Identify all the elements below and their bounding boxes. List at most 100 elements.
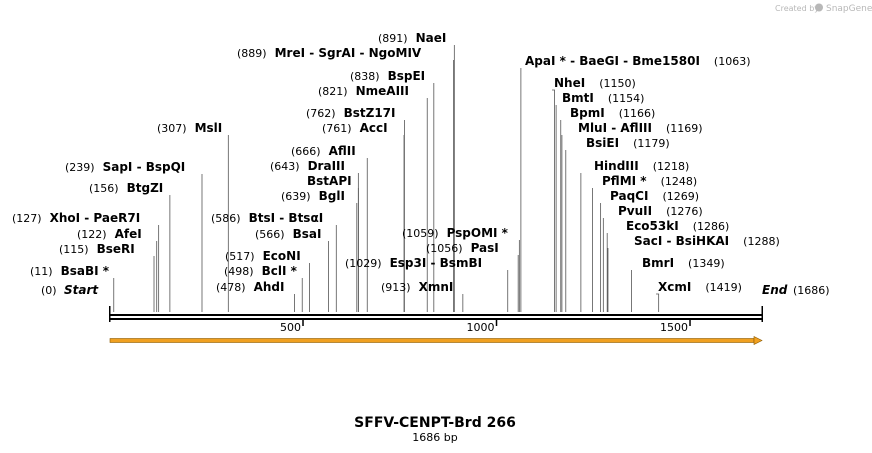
cut-site[interactable]: (307) MslI	[157, 121, 229, 312]
cut-site-name: PasI	[471, 241, 499, 255]
cut-site-position: (762)	[306, 107, 336, 120]
cut-site-position: (498)	[224, 265, 254, 278]
cut-site-position: (838)	[350, 70, 380, 83]
ruler-tick	[495, 320, 498, 326]
cut-site-position: (821)	[318, 85, 348, 98]
cut-site-name: BspEI	[388, 69, 426, 83]
cut-site-position: (115)	[59, 243, 89, 256]
cut-site-name: AfeI	[115, 227, 142, 241]
cut-site[interactable]: (517) EcoNI	[225, 249, 310, 312]
cut-site-position: (586)	[211, 212, 241, 225]
cut-site[interactable]: (1166) BpmI	[560, 106, 656, 312]
backbone-start-cap	[109, 306, 111, 322]
cut-site[interactable]: (11) BsaBI *	[30, 264, 115, 312]
cut-site-name: PflMI *	[602, 174, 647, 188]
feature-arrow-head-icon	[753, 336, 763, 345]
cut-site[interactable]: (498) BclI *	[224, 264, 303, 312]
cut-site[interactable]: (127) XhoI - PaeR7I	[12, 211, 160, 312]
cut-site-position: (1154)	[608, 92, 645, 105]
cut-site-name: BclI *	[262, 264, 298, 278]
cut-site-name: XmnI	[419, 280, 454, 294]
cut-site[interactable]: (639) BglI	[281, 189, 358, 312]
ruler-tick	[302, 320, 304, 326]
cut-site-name: BseRI	[97, 242, 135, 256]
cut-site[interactable]: (1179) BsiEI	[565, 136, 670, 312]
cut-site-name: XhoI - PaeR7I	[50, 211, 141, 225]
cut-site[interactable]: (891) NaeI	[378, 31, 455, 312]
cut-site-name: BglI	[319, 189, 345, 203]
credit-brand: SnapGene	[826, 4, 872, 14]
feature-arrow[interactable]	[109, 336, 763, 345]
cut-site-name: MluI - AflIII	[578, 121, 652, 135]
cut-site-name: BtsI - BtsαI	[249, 211, 324, 225]
cut-site-position: (889)	[237, 47, 267, 60]
cut-site-name: DraIII	[308, 159, 345, 173]
cut-site[interactable]: (1154) BmtI	[555, 91, 645, 312]
cut-site-position: (1169)	[666, 122, 703, 135]
cut-site-position: (639)	[281, 190, 311, 203]
cut-site-name: EcoNI	[263, 249, 301, 263]
cut-site[interactable]: (1419) XcmI	[656, 280, 742, 312]
cut-site[interactable]: (1269) PaqCI	[600, 189, 699, 312]
end-position: (1686)	[793, 284, 830, 297]
cut-site[interactable]: (762) BstZ17I	[306, 106, 405, 312]
cut-site[interactable]: (666) AflII	[291, 144, 368, 312]
cut-site-position: (913)	[381, 281, 411, 294]
cut-site[interactable]: (1276) PvuII	[602, 204, 703, 312]
cut-site[interactable]: (115) BseRI	[59, 242, 155, 312]
ruler-tick-label: 1500	[660, 321, 688, 334]
cut-site-name: PspOMI *	[447, 226, 509, 240]
cut-site-name: BmrI	[642, 256, 674, 270]
cut-site-position: (761)	[322, 122, 352, 135]
cut-sites: (11) BsaBI * (115) BseRI(122) AfeI (127) XhoI …	[12, 31, 780, 312]
backbone-top-strand	[109, 314, 763, 316]
cut-site-name: BsaBI *	[61, 264, 110, 278]
cut-site[interactable]: (838) BspEI	[350, 69, 435, 312]
cut-site-name: BpmI	[570, 106, 605, 120]
cut-site-name: BstAPI	[307, 174, 352, 188]
cut-site[interactable]: (1286) Eco53kI	[606, 219, 729, 312]
cut-site[interactable]: (156) BtgZI	[89, 181, 171, 312]
cut-site[interactable]: (1056) PasI	[426, 241, 519, 312]
sequence-backbone	[109, 306, 763, 322]
cut-site[interactable]: (913) XmnI	[381, 280, 464, 312]
cut-site[interactable]: (478) AhdI	[216, 280, 295, 312]
cut-site[interactable]: (1059) PspOMI *	[402, 226, 520, 312]
cut-site[interactable]: (1169) MluI - AflIII	[561, 121, 703, 312]
cut-site-name: SacI - BsiHKAI	[634, 234, 729, 248]
cut-site[interactable]: (1248) PflMI *	[592, 174, 697, 312]
cut-site[interactable]: (566) BsaI	[255, 227, 329, 312]
cut-site-position: (666)	[291, 145, 321, 158]
cut-site[interactable]: (586) BtsI - BtsαI	[211, 211, 337, 312]
cut-site[interactable]: (122) AfeI	[77, 227, 158, 312]
cut-site-position: (122)	[77, 228, 107, 241]
cut-site-position: (1029)	[345, 257, 382, 270]
cut-site[interactable]: (239) SapI - BspQI	[65, 160, 203, 312]
cut-site-name: BtgZI	[127, 181, 164, 195]
ruler-tick-label: 500	[280, 321, 301, 334]
start-position: (0)	[41, 284, 57, 297]
cut-site-name: BsiEI	[586, 136, 619, 150]
cut-site[interactable]: (1218) HindIII	[580, 159, 689, 312]
cut-site[interactable]: (1288) SacI - BsiHKAI	[607, 234, 780, 312]
cut-site[interactable]: (1349) BmrI	[631, 256, 725, 312]
cut-site-line	[552, 89, 555, 312]
cut-site-position: (1269)	[662, 190, 699, 203]
cut-site[interactable]: (1150) NheI	[552, 76, 636, 312]
cut-site-name: XcmI	[658, 280, 691, 294]
cut-site-name: MreI - SgrAI - NgoMIV	[275, 46, 422, 60]
cut-site[interactable]: (643) DraIII	[270, 159, 359, 312]
cut-site[interactable]: (1063) ApaI * - BaeGI - Bme1580I	[520, 54, 751, 312]
cut-site[interactable]: (821) NmeAIII	[318, 84, 428, 312]
cut-site-name: Esp3I - BsmBI	[390, 256, 482, 270]
cut-site-position: (1419)	[705, 281, 742, 294]
end-label: End	[762, 283, 788, 297]
cut-site-name: BsaI	[293, 227, 322, 241]
cut-site-position: (566)	[255, 228, 285, 241]
cut-site[interactable]: (889) MreI - SgrAI - NgoMIV	[237, 46, 454, 312]
cut-site[interactable]: (1029) Esp3I - BsmBI	[345, 256, 509, 312]
cut-site-name: PaqCI	[610, 189, 648, 203]
cut-site-position: (1059)	[402, 227, 439, 240]
cut-site-position: (1056)	[426, 242, 463, 255]
